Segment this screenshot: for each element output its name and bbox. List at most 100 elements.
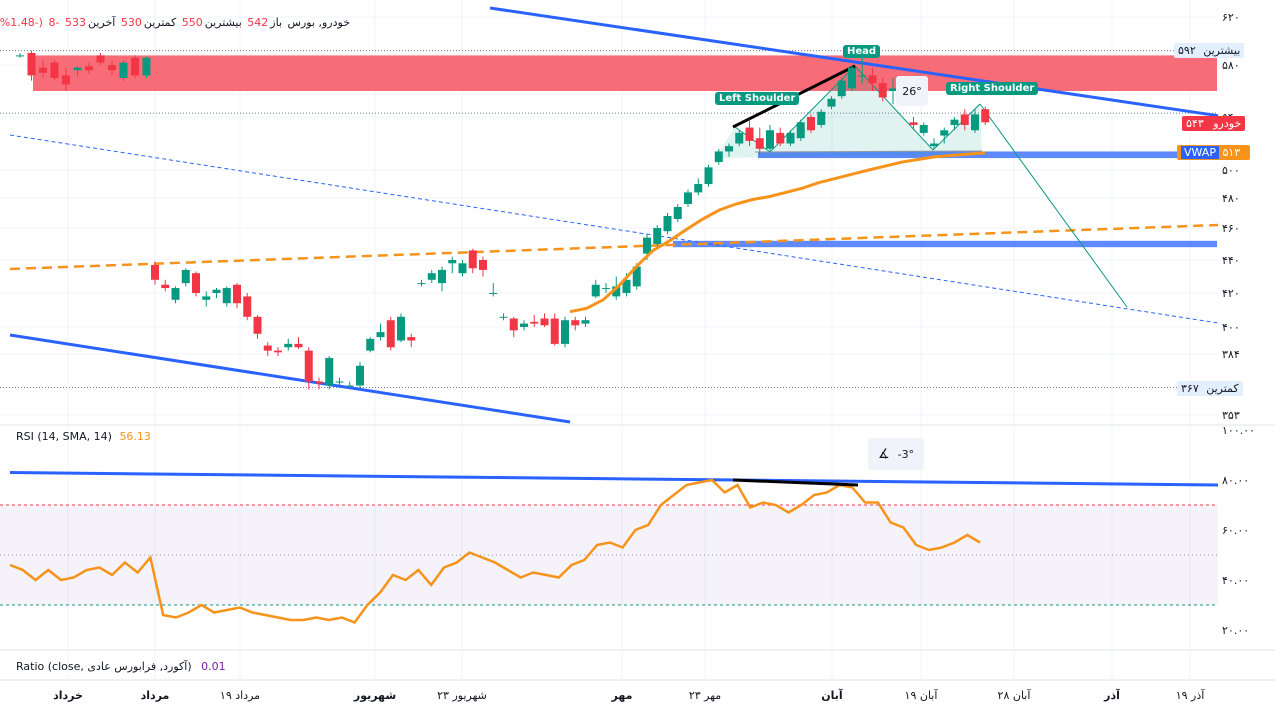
rsi-trendline	[9, 471, 1219, 487]
time-axis-label: شهریور	[353, 689, 396, 702]
ratio-legend-label: Ratio (close, آکورد, فرابورس عادی)	[16, 660, 192, 673]
hs-base-line	[754, 150, 983, 153]
candle-body	[304, 350, 313, 382]
price-axis-tick: ۵۸۰	[1222, 59, 1240, 72]
candle-body	[243, 296, 252, 317]
candle-body	[796, 122, 805, 139]
vwap-price-box: VWAP ۵۱۳	[1177, 145, 1251, 160]
candle-body	[971, 114, 979, 131]
candle-body	[119, 62, 128, 78]
candle-body	[755, 138, 764, 149]
rsi-divergence-line	[732, 478, 859, 487]
candle-body	[479, 260, 487, 270]
candle-body	[817, 111, 826, 125]
vwap-line	[569, 151, 986, 314]
candle-body	[499, 316, 508, 318]
candle-body	[807, 117, 815, 131]
candle-body	[161, 284, 170, 289]
candle-body	[612, 286, 621, 297]
lower-support-zone	[673, 240, 1217, 248]
ohlc-header: خودرو, بورس باز542 بیشترین550 کمترین530 …	[0, 16, 350, 29]
candle-body	[335, 381, 344, 383]
candle-body	[735, 132, 744, 144]
vwap-support-zone	[758, 151, 1217, 159]
candle-body	[930, 143, 938, 147]
candle-body	[981, 109, 990, 123]
change-pct: (-1.48%)	[0, 16, 43, 29]
time-axis-label: آبان	[821, 688, 843, 702]
upper-trendline	[489, 6, 1219, 118]
candle-body	[509, 318, 518, 331]
candle-body	[39, 67, 47, 73]
candle-body	[233, 284, 241, 304]
candle-body	[940, 130, 949, 136]
candle-body	[950, 119, 959, 125]
candle-body	[407, 337, 416, 341]
candle-body	[663, 216, 672, 232]
close-value: 533	[64, 16, 86, 29]
candle-body	[386, 320, 395, 348]
open-label: باز	[270, 16, 283, 29]
candle-body	[62, 75, 70, 85]
time-axis-label: ۱۹ آبان	[905, 688, 939, 702]
candle-body	[909, 122, 918, 125]
high-label: بیشترین	[204, 16, 242, 29]
ratio-legend: Ratio (close, آکورد, فرابورس عادی) 0.01	[16, 660, 226, 673]
time-axis-label: آذر	[1103, 688, 1120, 702]
last-price-label: خودرو	[1213, 117, 1242, 130]
candle-body	[73, 67, 82, 71]
last-price-box: خودرو ۵۴۳	[1182, 116, 1246, 131]
candle-body	[458, 263, 467, 274]
candle-body	[181, 269, 190, 284]
last-price-value: ۵۴۳	[1186, 117, 1204, 130]
candle-body	[530, 321, 539, 324]
candle-body	[766, 130, 774, 149]
rsi-angle-value: -3°	[897, 447, 915, 461]
high-price-label: بیشترین	[1203, 44, 1241, 57]
price-axis-tick: ۳۵۳	[1222, 409, 1240, 422]
candle-body	[16, 55, 24, 57]
angle-icon: ∡	[877, 446, 890, 462]
candle-body	[294, 343, 303, 348]
candle-body	[212, 289, 221, 293]
candle-body	[171, 288, 180, 300]
candle-body	[694, 184, 703, 193]
vwap-price-value: ۵۱۳	[1222, 146, 1241, 159]
candle-body	[960, 114, 969, 125]
rsi-legend-value: 56.13	[119, 430, 151, 443]
candle-body	[858, 75, 867, 77]
candle-body	[315, 381, 323, 384]
candle-body	[489, 293, 498, 294]
price-axis-tick: ۵۰۰	[1222, 164, 1240, 177]
candle-body	[889, 88, 897, 91]
low-price-label: کمترین	[1206, 382, 1239, 395]
candle-body	[704, 167, 713, 184]
candle-body	[632, 266, 641, 287]
candle-body	[253, 316, 262, 334]
candle-body	[468, 250, 477, 269]
candle-body	[561, 320, 569, 344]
high-price-box: بیشترین ۵۹۲	[1174, 43, 1245, 58]
candle-body	[27, 53, 36, 76]
candle-body	[591, 284, 600, 297]
candle-body	[192, 273, 200, 293]
left-shoulder-tag: Left Shoulder	[715, 92, 800, 105]
candle-body	[366, 338, 375, 351]
time-axis-label: ۲۳ شهریور	[437, 689, 487, 702]
hs-pattern-fill	[715, 66, 982, 158]
candle-body	[142, 57, 151, 76]
candle-body	[356, 365, 364, 386]
low-price-value: ۳۶۷	[1181, 382, 1199, 395]
price-angle-box: 26°	[896, 76, 928, 106]
candle-body	[202, 296, 211, 300]
resistance-zone	[33, 55, 1217, 91]
right-shoulder-tag: Right Shoulder	[946, 82, 1039, 95]
price-angle-value: 26°	[902, 84, 922, 98]
candle-body	[397, 316, 405, 341]
candle-body	[786, 132, 795, 144]
candle-body	[108, 65, 116, 71]
low-label: کمترین	[143, 16, 177, 29]
candle-body	[837, 80, 846, 97]
candle-body	[919, 124, 928, 133]
